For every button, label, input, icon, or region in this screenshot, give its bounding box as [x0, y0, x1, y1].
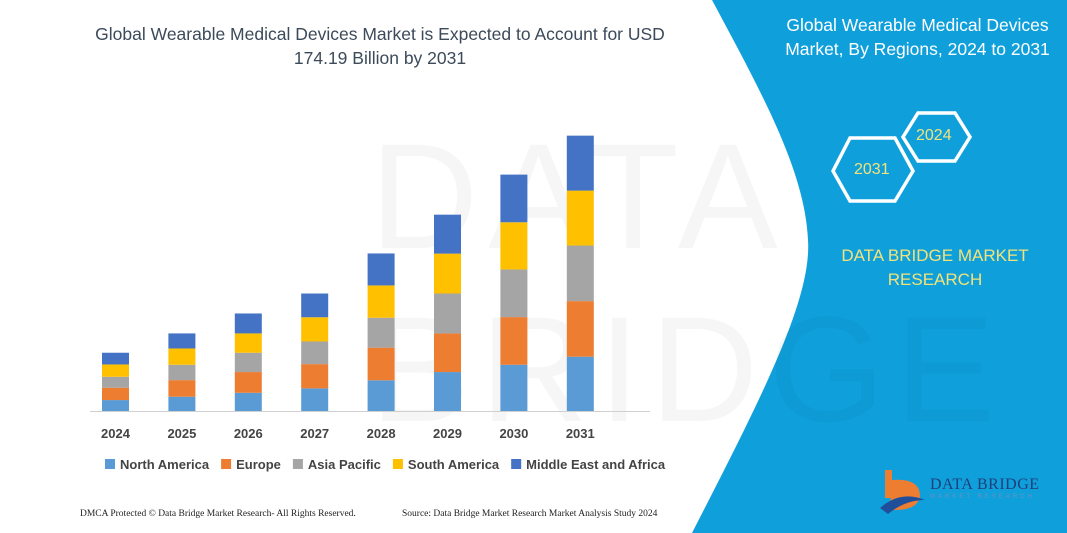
bar-segment-2029-europe — [434, 333, 461, 373]
footer-source: Source: Data Bridge Market Research Mark… — [402, 509, 658, 519]
bar-segment-2024-asia-pacific — [102, 376, 129, 388]
bar-segment-2029-south-america — [434, 253, 461, 294]
bar-segment-2031-middle-east-and-africa — [566, 135, 594, 191]
bar-segment-2029-middle-east-and-africa — [434, 214, 461, 254]
legend-swatch — [292, 459, 303, 469]
bar-segment-2024-middle-east-and-africa — [102, 352, 129, 365]
bar-segment-2026-north-america — [234, 392, 262, 411]
bar-segment-2030-europe — [500, 317, 528, 365]
x-tick-label: 2027 — [300, 426, 329, 441]
bar-segment-2030-asia-pacific — [500, 269, 528, 318]
bar-segment-2031-south-america — [566, 190, 594, 246]
bar-segment-2024-europe — [102, 387, 129, 401]
bar-segment-2025-north-america — [168, 396, 196, 411]
bar-segment-2026-asia-pacific — [234, 352, 262, 373]
side-panel-background — [692, 0, 1067, 533]
logo-mark — [880, 470, 925, 514]
bar-segment-2026-south-america — [234, 333, 262, 353]
bar-segment-2024-north-america — [102, 400, 129, 411]
bar-segment-2028-north-america — [367, 380, 395, 411]
x-tick-label: 2025 — [167, 426, 196, 441]
legend-swatch — [511, 459, 522, 469]
bar-segment-2025-asia-pacific — [168, 364, 196, 381]
legend-label: Asia Pacific — [308, 457, 381, 472]
bar-segment-2027-south-america — [301, 317, 329, 342]
bar-segment-2024-south-america — [102, 364, 129, 377]
bar-segment-2025-middle-east-and-africa — [168, 333, 196, 349]
legend-label: Middle East and Africa — [526, 457, 666, 472]
legend-label: South America — [408, 457, 500, 472]
x-tick-label: 2030 — [499, 426, 528, 441]
x-tick-label: 2031 — [566, 426, 595, 441]
bar-segment-2026-middle-east-and-africa — [234, 313, 262, 334]
bar-segment-2027-asia-pacific — [301, 341, 329, 365]
bar-segment-2029-north-america — [434, 372, 461, 411]
footer-copyright: DMCA Protected © Data Bridge Market Rese… — [80, 509, 356, 519]
bar-segment-2030-south-america — [500, 222, 528, 270]
bar-segment-2031-asia-pacific — [566, 245, 594, 302]
bar-segment-2030-north-america — [500, 364, 528, 411]
hexagon-2024 — [900, 111, 973, 163]
bar-segment-2028-asia-pacific — [367, 317, 395, 348]
stacked-bar-chart: 2024 2025 2026 2027 2028 2029 2030 2031 North Am… — [90, 135, 666, 472]
bar-segment-2026-europe — [234, 372, 262, 393]
x-tick-label: 2028 — [367, 426, 396, 441]
legend-label: Europe — [236, 457, 281, 472]
legend-swatch — [392, 459, 403, 469]
hexagon-2024-label: 2024 — [916, 127, 952, 144]
logo-text: DATA BRIDGE — [930, 476, 1040, 493]
hexagon-2031 — [831, 136, 916, 203]
x-tick-label: 2026 — [234, 426, 263, 441]
bar-segment-2030-middle-east-and-africa — [500, 174, 528, 223]
bar-segment-2028-middle-east-and-africa — [367, 253, 395, 286]
hexagon-2031-label: 2031 — [854, 161, 890, 178]
bar-segment-2028-south-america — [367, 285, 395, 318]
side-panel-title: Global Wearable Medical Devices Market, … — [785, 15, 1050, 59]
brand-text: DATA BRIDGE MARKET RESEARCH — [841, 246, 1029, 289]
bar-segment-2025-europe — [168, 380, 196, 397]
bar-segment-2031-north-america — [566, 356, 594, 411]
legend-swatch — [221, 459, 232, 469]
bar-segment-2027-middle-east-and-africa — [301, 293, 329, 318]
x-tick-label: 2029 — [433, 426, 462, 441]
chart-title: Global Wearable Medical Devices Market i… — [95, 24, 665, 68]
x-tick-label: 2024 — [101, 426, 131, 441]
legend-swatch — [105, 459, 115, 469]
bar-segment-2025-south-america — [168, 348, 196, 365]
logo-subtext: MARKET RESEARCH — [930, 494, 1035, 500]
bar-segment-2031-europe — [566, 301, 594, 357]
legend-label: North America — [120, 457, 210, 472]
bar-segment-2027-europe — [301, 364, 329, 389]
bar-segment-2027-north-america — [301, 388, 329, 411]
bar-segment-2028-europe — [367, 347, 395, 381]
bar-segment-2029-asia-pacific — [434, 293, 461, 334]
